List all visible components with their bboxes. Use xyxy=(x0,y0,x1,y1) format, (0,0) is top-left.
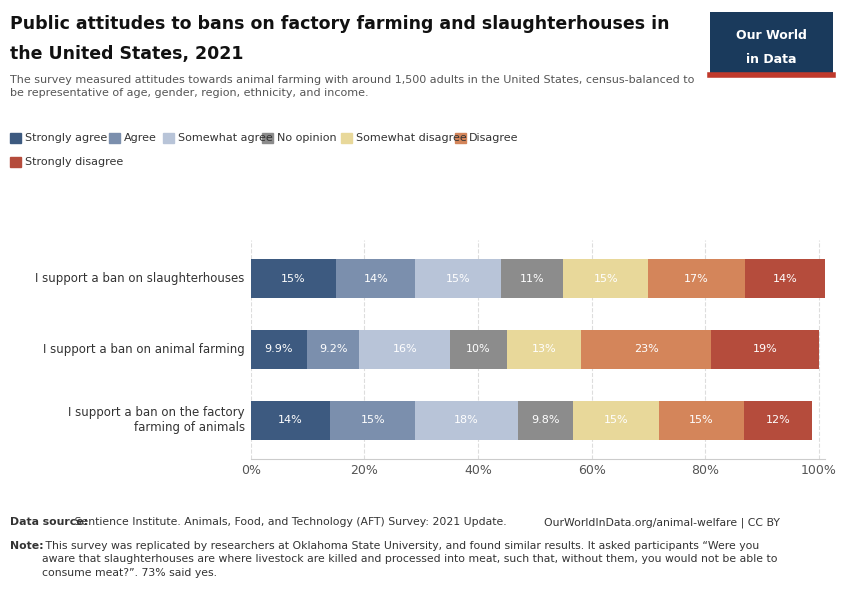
Bar xyxy=(251,330,307,369)
Bar xyxy=(581,330,711,369)
Text: 11%: 11% xyxy=(519,274,544,284)
Bar xyxy=(251,259,336,298)
Text: 14%: 14% xyxy=(363,274,388,284)
Text: 15%: 15% xyxy=(604,415,628,425)
Text: Agree: Agree xyxy=(123,133,156,143)
Text: 14%: 14% xyxy=(278,415,303,425)
Bar xyxy=(416,259,501,298)
Bar xyxy=(416,401,518,440)
Text: Somewhat disagree: Somewhat disagree xyxy=(355,133,467,143)
Text: The survey measured attitudes towards animal farming with around 1,500 adults in: The survey measured attitudes towards an… xyxy=(10,75,694,98)
Text: 10%: 10% xyxy=(467,344,490,355)
Bar xyxy=(336,259,416,298)
Text: Strongly disagree: Strongly disagree xyxy=(25,157,123,167)
Text: 9.2%: 9.2% xyxy=(319,344,348,355)
Text: 15%: 15% xyxy=(593,274,618,284)
Text: 9.9%: 9.9% xyxy=(264,344,293,355)
Bar xyxy=(745,259,824,298)
Text: the United States, 2021: the United States, 2021 xyxy=(10,45,244,63)
Text: Data source:: Data source: xyxy=(10,517,88,527)
Bar xyxy=(307,330,360,369)
Text: in Data: in Data xyxy=(746,53,796,66)
Bar xyxy=(518,401,574,440)
Bar xyxy=(501,259,564,298)
Bar xyxy=(450,330,507,369)
Text: 18%: 18% xyxy=(454,415,479,425)
Bar xyxy=(711,330,819,369)
Text: 15%: 15% xyxy=(688,415,713,425)
Text: I support a ban on animal farming: I support a ban on animal farming xyxy=(43,343,245,356)
Text: Note:: Note: xyxy=(10,541,44,551)
Bar xyxy=(251,401,331,440)
Text: Our World: Our World xyxy=(736,29,807,43)
Text: 15%: 15% xyxy=(445,274,470,284)
Text: Somewhat agree: Somewhat agree xyxy=(178,133,273,143)
Text: 14%: 14% xyxy=(773,274,797,284)
Text: I support a ban on the factory
farming of animals: I support a ban on the factory farming o… xyxy=(68,406,245,434)
Text: I support a ban on slaughterhouses: I support a ban on slaughterhouses xyxy=(36,272,245,286)
Bar xyxy=(744,401,812,440)
Text: 19%: 19% xyxy=(753,344,778,355)
Text: 9.8%: 9.8% xyxy=(531,415,560,425)
Text: Strongly agree: Strongly agree xyxy=(25,133,107,143)
Bar xyxy=(649,259,745,298)
Text: 15%: 15% xyxy=(281,274,306,284)
Text: No opinion: No opinion xyxy=(276,133,337,143)
Text: 15%: 15% xyxy=(360,415,385,425)
Text: Disagree: Disagree xyxy=(469,133,518,143)
Text: 12%: 12% xyxy=(766,415,790,425)
Bar xyxy=(360,330,451,369)
Text: 17%: 17% xyxy=(684,274,709,284)
Text: 16%: 16% xyxy=(393,344,417,355)
Text: OurWorldInData.org/animal-welfare | CC BY: OurWorldInData.org/animal-welfare | CC B… xyxy=(544,517,779,528)
Text: 13%: 13% xyxy=(531,344,556,355)
Text: Public attitudes to bans on factory farming and slaughterhouses in: Public attitudes to bans on factory farm… xyxy=(10,15,670,33)
Bar xyxy=(574,401,659,440)
Bar xyxy=(331,401,416,440)
Bar xyxy=(564,259,649,298)
Text: This survey was replicated by researchers at Oklahoma State University, and foun: This survey was replicated by researcher… xyxy=(42,541,778,578)
Bar xyxy=(659,401,744,440)
Text: 23%: 23% xyxy=(634,344,659,355)
Text: Sentience Institute. Animals, Food, and Technology (AFT) Survey: 2021 Update.: Sentience Institute. Animals, Food, and … xyxy=(71,517,507,527)
Bar xyxy=(507,330,581,369)
